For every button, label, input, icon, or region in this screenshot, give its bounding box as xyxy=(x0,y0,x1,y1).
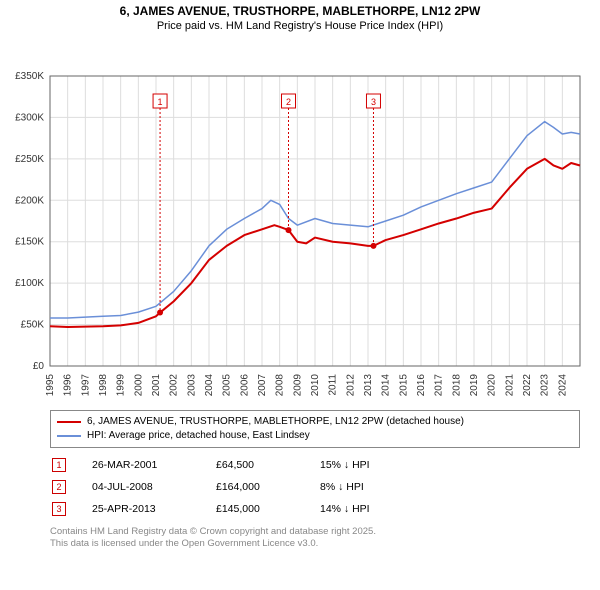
svg-text:2011: 2011 xyxy=(328,373,339,395)
svg-text:2015: 2015 xyxy=(398,373,409,396)
svg-text:2024: 2024 xyxy=(557,373,568,396)
svg-text:£200K: £200K xyxy=(15,195,44,206)
marker-row: 1 26-MAR-2001 £64,500 15% ↓ HPI xyxy=(50,454,580,476)
svg-text:2: 2 xyxy=(286,97,291,107)
svg-text:2008: 2008 xyxy=(275,373,286,396)
legend-item: 6, JAMES AVENUE, TRUSTHORPE, MABLETHORPE… xyxy=(57,415,573,429)
svg-text:2013: 2013 xyxy=(363,373,374,396)
chart-title-line1: 6, JAMES AVENUE, TRUSTHORPE, MABLETHORPE… xyxy=(0,0,600,20)
line-chart-svg: £0 £50K £100K £150K £200K £250K £300K £350K 1995… xyxy=(0,32,600,406)
svg-text:2014: 2014 xyxy=(381,373,392,396)
marker-badge: 3 xyxy=(52,502,66,516)
svg-text:3: 3 xyxy=(371,97,376,107)
svg-text:1999: 1999 xyxy=(116,373,127,396)
svg-text:£350K: £350K xyxy=(15,71,44,82)
svg-text:2012: 2012 xyxy=(345,373,356,396)
legend-label: 6, JAMES AVENUE, TRUSTHORPE, MABLETHORPE… xyxy=(87,415,464,429)
svg-text:2006: 2006 xyxy=(239,373,250,396)
svg-text:2019: 2019 xyxy=(469,373,480,396)
svg-text:1996: 1996 xyxy=(63,373,74,396)
chart-title-line2: Price paid vs. HM Land Registry's House … xyxy=(0,20,600,32)
svg-text:2021: 2021 xyxy=(504,373,515,396)
marker-date: 26-MAR-2001 xyxy=(92,459,192,471)
svg-text:2023: 2023 xyxy=(540,373,551,396)
legend-swatch xyxy=(57,435,81,437)
svg-text:2001: 2001 xyxy=(151,373,162,396)
svg-text:1997: 1997 xyxy=(80,373,91,396)
legend: 6, JAMES AVENUE, TRUSTHORPE, MABLETHORPE… xyxy=(50,410,580,448)
attribution: Contains HM Land Registry data © Crown c… xyxy=(50,526,580,551)
marker-price: £164,000 xyxy=(216,481,296,493)
marker-badge: 1 xyxy=(52,458,66,472)
marker-badge: 2 xyxy=(52,480,66,494)
svg-text:1998: 1998 xyxy=(98,373,109,396)
svg-text:£100K: £100K xyxy=(15,278,44,289)
svg-text:2020: 2020 xyxy=(487,373,498,396)
attribution-line1: Contains HM Land Registry data © Crown c… xyxy=(50,526,580,538)
marker-row: 3 25-APR-2013 £145,000 14% ↓ HPI xyxy=(50,498,580,520)
legend-label: HPI: Average price, detached house, East… xyxy=(87,429,310,443)
marker-date: 25-APR-2013 xyxy=(92,503,192,515)
svg-text:£300K: £300K xyxy=(15,112,44,123)
marker-hpi: 15% ↓ HPI xyxy=(320,459,410,471)
marker-hpi: 14% ↓ HPI xyxy=(320,503,410,515)
legend-swatch xyxy=(57,421,81,423)
svg-text:2007: 2007 xyxy=(257,373,268,396)
marker-hpi: 8% ↓ HPI xyxy=(320,481,410,493)
marker-table: 1 26-MAR-2001 £64,500 15% ↓ HPI 2 04-JUL-2008… xyxy=(50,454,580,520)
marker-price: £64,500 xyxy=(216,459,296,471)
legend-item: HPI: Average price, detached house, East… xyxy=(57,429,573,443)
svg-text:2018: 2018 xyxy=(451,373,462,396)
svg-text:2009: 2009 xyxy=(292,373,303,396)
svg-text:1995: 1995 xyxy=(45,373,56,396)
svg-text:2017: 2017 xyxy=(434,373,445,396)
svg-text:2005: 2005 xyxy=(222,373,233,396)
svg-text:2002: 2002 xyxy=(169,373,180,396)
svg-text:1: 1 xyxy=(158,97,163,107)
svg-text:2000: 2000 xyxy=(133,373,144,396)
marker-row: 2 04-JUL-2008 £164,000 8% ↓ HPI xyxy=(50,476,580,498)
svg-text:2022: 2022 xyxy=(522,373,533,396)
svg-text:£150K: £150K xyxy=(15,236,44,247)
chart-area: £0 £50K £100K £150K £200K £250K £300K £350K 1995… xyxy=(0,32,600,406)
svg-text:2004: 2004 xyxy=(204,373,215,396)
svg-text:£250K: £250K xyxy=(15,153,44,164)
attribution-line2: This data is licensed under the Open Gov… xyxy=(50,538,580,550)
svg-text:2016: 2016 xyxy=(416,373,427,396)
svg-text:£0: £0 xyxy=(33,361,45,372)
svg-text:2010: 2010 xyxy=(310,373,321,396)
svg-text:2003: 2003 xyxy=(186,373,197,396)
svg-text:£50K: £50K xyxy=(21,319,45,330)
marker-price: £145,000 xyxy=(216,503,296,515)
marker-date: 04-JUL-2008 xyxy=(92,481,192,493)
